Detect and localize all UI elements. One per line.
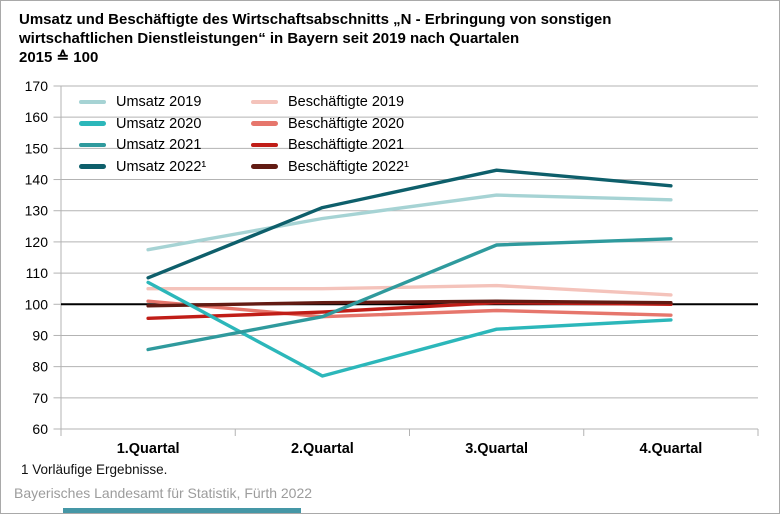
footnote: 1 Vorläufige Ergebnisse. (21, 462, 168, 477)
legend-item-umsatz-2022-: Umsatz 2022¹ (79, 159, 206, 175)
y-tick-label-70: 70 (32, 390, 48, 406)
series-line-umsatz-2019 (146, 193, 673, 252)
series-line-umsatz-2020 (146, 280, 673, 378)
bottom-bar (63, 508, 301, 513)
chart-title-line2: wirtschaftlichen Dienstleistungen“ in Ba… (19, 30, 520, 47)
y-tick-label-150: 150 (25, 140, 49, 156)
legend-label: Beschäftigte 2019 (288, 94, 405, 110)
legend-swatch-icon (79, 164, 106, 169)
legend-swatch-icon (251, 142, 278, 148)
legend-swatch-icon (251, 121, 278, 126)
legend-item-besch-ftigte-2021: Beschäftigte 2021 (251, 137, 404, 153)
y-tick-label-90: 90 (32, 327, 48, 343)
legend-label: Umsatz 2020 (116, 115, 202, 132)
legend-label: Umsatz 2019 (116, 94, 202, 110)
x-label-3-quartal: 3.Quartal (465, 441, 528, 457)
y-tick-label-80: 80 (32, 359, 48, 375)
legend-swatch-icon (79, 99, 106, 105)
y-tick-label-160: 160 (25, 109, 49, 125)
chart-title: Umsatz und Beschäftigte des Wirtschaftsa… (19, 10, 739, 67)
legend-label: Beschäftigte 2022¹ (288, 158, 409, 175)
series-line-umsatz-2021 (146, 237, 673, 352)
legend-swatch-icon (79, 142, 106, 148)
legend-item-umsatz-2021: Umsatz 2021 (79, 137, 201, 153)
x-label-1-quartal: 1.Quartal (117, 441, 180, 457)
legend-item-besch-ftigte-2020: Beschäftigte 2020 (251, 116, 404, 132)
legend-swatch-icon (251, 164, 278, 169)
legend-item-besch-ftigte-2022-: Beschäftigte 2022¹ (251, 159, 409, 175)
y-tick-label-60: 60 (32, 421, 48, 437)
legend-label: Umsatz 2022¹ (116, 158, 207, 175)
y-tick-label-140: 140 (25, 172, 49, 188)
legend-item-umsatz-2019: Umsatz 2019 (79, 94, 201, 110)
source-caption: Bayerisches Landesamt für Statistik, Für… (14, 485, 313, 501)
legend-label: Beschäftigte 2021 (288, 137, 405, 153)
y-tick-label-110: 110 (26, 265, 49, 281)
series-line-umsatz-2022- (146, 168, 673, 280)
legend-item-besch-ftigte-2019: Beschäftigte 2019 (251, 94, 404, 110)
series-line-besch-ftigte-2020 (146, 299, 673, 319)
legend-label: Beschäftigte 2020 (288, 115, 405, 132)
legend-item-umsatz-2020: Umsatz 2020 (79, 116, 201, 132)
y-tick-label-100: 100 (25, 296, 49, 312)
legend-swatch-icon (251, 99, 278, 105)
series-line-besch-ftigte-2019 (146, 283, 673, 297)
chart-title-line1: Umsatz und Beschäftigte des Wirtschaftsa… (19, 11, 612, 28)
x-label-2-quartal: 2.Quartal (291, 441, 354, 457)
chart-subtitle-index: 2015 ≙ 100 (19, 49, 99, 66)
y-tick-label-170: 170 (25, 78, 49, 94)
x-label-4-quartal: 4.Quartal (639, 441, 702, 457)
y-tick-label-120: 120 (25, 234, 49, 250)
series-line-besch-ftigte-2022- (146, 299, 673, 308)
y-tick-label-130: 130 (25, 203, 49, 219)
legend-swatch-icon (79, 121, 106, 126)
legend-label: Umsatz 2021 (116, 137, 202, 153)
